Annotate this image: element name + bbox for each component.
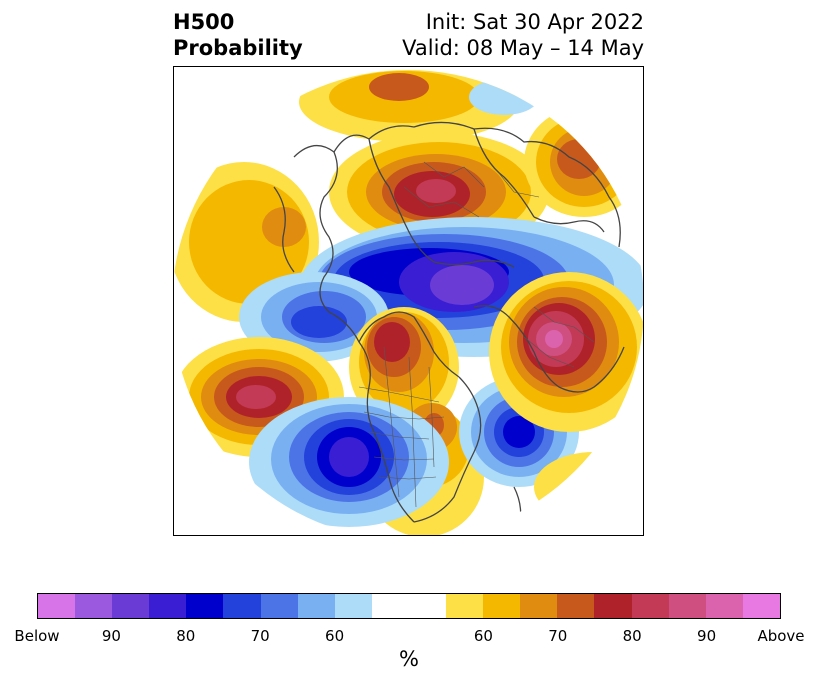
colorbar-below-segment-9 (334, 594, 372, 618)
coastlines (273, 121, 625, 528)
colorbar-tick-label: 80 (176, 627, 196, 645)
colorbar-tick-label: 90 (697, 627, 717, 645)
colorbar-above-segment-5 (594, 594, 632, 618)
date-info: Init: Sat 30 Apr 2022 Valid: 08 May – 14… (402, 9, 644, 61)
probability-colorbar (37, 593, 781, 619)
anomaly-northeast-below (469, 79, 539, 115)
probability-map (173, 66, 644, 536)
colorbar-tick-label: 60 (325, 627, 345, 645)
colorbar-above-segment-2 (483, 594, 521, 618)
colorbar-above-segment-9 (742, 594, 780, 618)
colorbar-below-segment-8 (297, 594, 335, 618)
anomaly-siberia-above (329, 132, 549, 252)
colorbar-tick-label: 80 (622, 627, 642, 645)
anomaly-east-asia-above (524, 107, 643, 217)
anomaly-western-us-below (249, 397, 449, 527)
colorbar-above-segment-4 (557, 594, 595, 618)
colorbar-label: % (399, 647, 419, 671)
anomaly-central-canada-above (349, 307, 459, 427)
colorbar-tick-label: 70 (548, 627, 568, 645)
colorbar-tick-label: 90 (101, 627, 121, 645)
colorbar-neutral-segment (371, 594, 447, 618)
colorbar-tick-label: Above (757, 627, 805, 645)
colorbar-below-segment-6 (223, 594, 261, 618)
anomaly-europe-above (489, 272, 643, 432)
valid-date: Valid: 08 May – 14 May (402, 36, 644, 60)
map-title: H500 Probability (173, 9, 303, 61)
colorbar-above-segment-6 (631, 594, 669, 618)
colorbar-below-segment-1 (38, 594, 76, 618)
colorbar-below-segment-7 (260, 594, 298, 618)
colorbar-above-segment-7 (668, 594, 706, 618)
colorbar-above-segment-1 (446, 594, 484, 618)
anomaly-arctic-above (299, 70, 519, 142)
colorbar-above-segment-8 (705, 594, 743, 618)
title-line-2: Probability (173, 36, 303, 60)
colorbar-below-segment-3 (112, 594, 150, 618)
colorbar-tick-label: Below (14, 627, 60, 645)
colorbar-above-segment-3 (520, 594, 558, 618)
init-date: Init: Sat 30 Apr 2022 (425, 10, 644, 34)
borders (358, 161, 595, 508)
colorbar-below-segment-2 (75, 594, 113, 618)
title-line-1: H500 (173, 10, 235, 34)
colorbar-below-segment-4 (149, 594, 187, 618)
map-canvas (174, 70, 643, 535)
colorbar-tick-label: 70 (250, 627, 270, 645)
colorbar-below-segment-5 (186, 594, 224, 618)
colorbar-tick-label: 60 (473, 627, 493, 645)
